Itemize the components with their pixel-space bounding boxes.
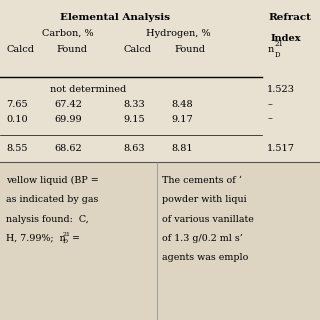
Text: H, 7.99%;  n: H, 7.99%; n — [6, 234, 66, 243]
Text: 21: 21 — [275, 40, 284, 48]
Bar — [0, 162, 320, 320]
Text: 1.517: 1.517 — [267, 144, 295, 153]
Text: vellow liquid (BP =: vellow liquid (BP = — [6, 176, 99, 185]
Text: 1.523: 1.523 — [267, 85, 295, 94]
Text: Found: Found — [174, 45, 205, 54]
Text: nalysis found:  C,: nalysis found: C, — [6, 215, 89, 224]
Text: agents was emplo: agents was emplo — [162, 253, 248, 262]
Text: 8.33: 8.33 — [123, 100, 145, 109]
Text: of various vanillate: of various vanillate — [162, 215, 253, 224]
Text: Calcd: Calcd — [6, 45, 35, 54]
Text: Elemental Analysis: Elemental Analysis — [60, 13, 170, 22]
Text: n: n — [267, 45, 274, 54]
Text: as indicated by gas: as indicated by gas — [6, 196, 99, 204]
Text: The cements of ‘: The cements of ‘ — [162, 176, 241, 185]
Text: 67.42: 67.42 — [54, 100, 83, 109]
Text: 8.63: 8.63 — [123, 144, 145, 153]
Text: 7.65: 7.65 — [6, 100, 28, 109]
Text: Hydrogen, %: Hydrogen, % — [146, 29, 210, 38]
Text: 69.99: 69.99 — [54, 115, 82, 124]
Text: powder with liqui: powder with liqui — [162, 196, 246, 204]
Text: 9.17: 9.17 — [171, 115, 193, 124]
Text: Index: Index — [270, 34, 301, 43]
Text: 21: 21 — [62, 232, 70, 237]
Text: 9.15: 9.15 — [123, 115, 145, 124]
Text: D: D — [275, 51, 280, 59]
Text: =: = — [69, 234, 80, 243]
Text: –: – — [267, 115, 272, 124]
Text: 8.48: 8.48 — [171, 100, 193, 109]
Text: 0.10: 0.10 — [6, 115, 28, 124]
Text: Refract: Refract — [269, 13, 312, 22]
Text: –: – — [267, 100, 272, 109]
Text: Calcd: Calcd — [123, 45, 151, 54]
Text: Carbon, %: Carbon, % — [42, 29, 93, 38]
Text: 8.81: 8.81 — [171, 144, 193, 153]
Text: 68.62: 68.62 — [54, 144, 82, 153]
Text: D: D — [62, 239, 68, 244]
Text: 8.55: 8.55 — [6, 144, 28, 153]
Text: not determined: not determined — [50, 85, 126, 94]
Text: of 1.3 g/0.2 ml s’: of 1.3 g/0.2 ml s’ — [162, 234, 242, 243]
Text: Found: Found — [56, 45, 87, 54]
